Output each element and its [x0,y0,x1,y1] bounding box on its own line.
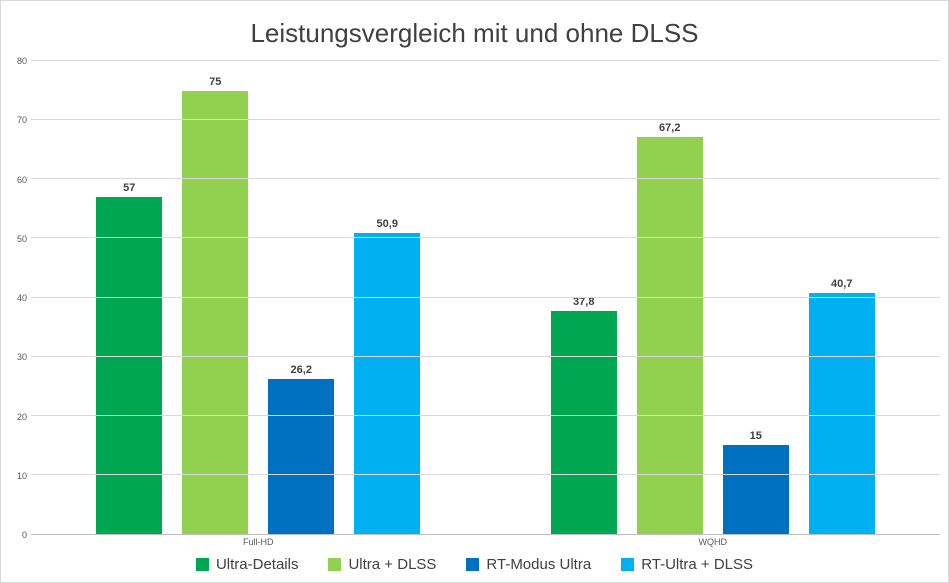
gridline [31,296,940,298]
y-axis: 0 10 20 30 40 50 60 70 80 [7,56,31,540]
bar-column: 15 [722,61,789,534]
y-tick-label: 60 [16,174,27,185]
bar [808,293,875,534]
y-tick-label: 30 [16,352,27,363]
bar-column: 57 [96,61,163,534]
bar-value-label: 50,9 [376,218,398,231]
gridline [31,237,940,239]
x-category-label: Full-HD [243,537,274,547]
bar-value-label: 67,2 [659,121,681,134]
gridline [31,119,940,121]
y-tick-label: 50 [16,233,27,244]
bar [354,233,421,534]
bar-value-label: 75 [209,75,222,88]
legend-swatch [621,558,635,571]
legend-label: Ultra-Details [215,556,299,573]
y-tick-label: 80 [16,56,27,66]
gridline [31,178,940,180]
y-tick-label: 70 [16,115,27,126]
legend-swatch [195,558,209,571]
bar [550,310,617,534]
gridline [31,60,940,61]
bar-column: 26,2 [268,61,335,534]
legend-item: RT-Ultra + DLSS [621,556,753,573]
gridline [31,414,940,416]
bar-value-label: 40,7 [831,278,853,291]
bar [636,136,703,534]
y-tick-label: 0 [21,530,27,540]
y-tick-label: 10 [16,470,27,481]
legend-swatch [466,558,480,571]
bar [96,197,163,534]
x-category-label: WQHD [698,537,728,547]
x-axis-labels: Full-HD WQHD [31,537,940,547]
chart-title: Leistungsvergleich mit und ohne DLSS [250,18,699,48]
bar-group: 57 75 26,2 50,9 [31,61,486,534]
bar [182,90,249,534]
legend-label: RT-Modus Ultra [486,556,592,573]
legend-swatch [328,558,342,571]
bar-column: 40,7 [808,61,875,534]
bar-value-label: 57 [123,182,136,194]
legend-item: Ultra + DLSS [328,556,436,573]
bar-column: 67,2 [636,61,703,534]
y-tick-label: 20 [16,411,27,422]
gridline [31,355,940,357]
bar-value-label: 15 [749,430,762,443]
legend-label: Ultra + DLSS [348,556,437,573]
bar-column: 50,9 [354,61,421,534]
y-tick-label: 40 [16,293,27,303]
plot-area: 57 75 26,2 50,9 37,8 67,2 15 40,7 [31,60,940,535]
chart-body: 0 10 20 30 40 50 60 70 80 57 75 26,2 50,9 37,8 67,2 15… [7,56,940,540]
gridline [31,473,940,475]
legend-item: RT-Modus Ultra [466,556,591,573]
bar [268,379,335,534]
bar-column: 75 [182,61,249,534]
legend: Ultra-Details Ultra + DLSS RT-Modus Ultra R… [1,556,948,573]
bar [722,445,789,534]
legend-label: RT-Ultra + DLSS [641,556,754,573]
bar-groups: 57 75 26,2 50,9 37,8 67,2 15 40,7 [31,61,940,534]
bar-value-label: 26,2 [290,364,312,377]
legend-item: Ultra-Details [195,556,299,573]
bar-group: 37,8 67,2 15 40,7 [486,61,941,534]
bar-column: 37,8 [550,61,617,534]
bar-value-label: 37,8 [573,295,595,308]
